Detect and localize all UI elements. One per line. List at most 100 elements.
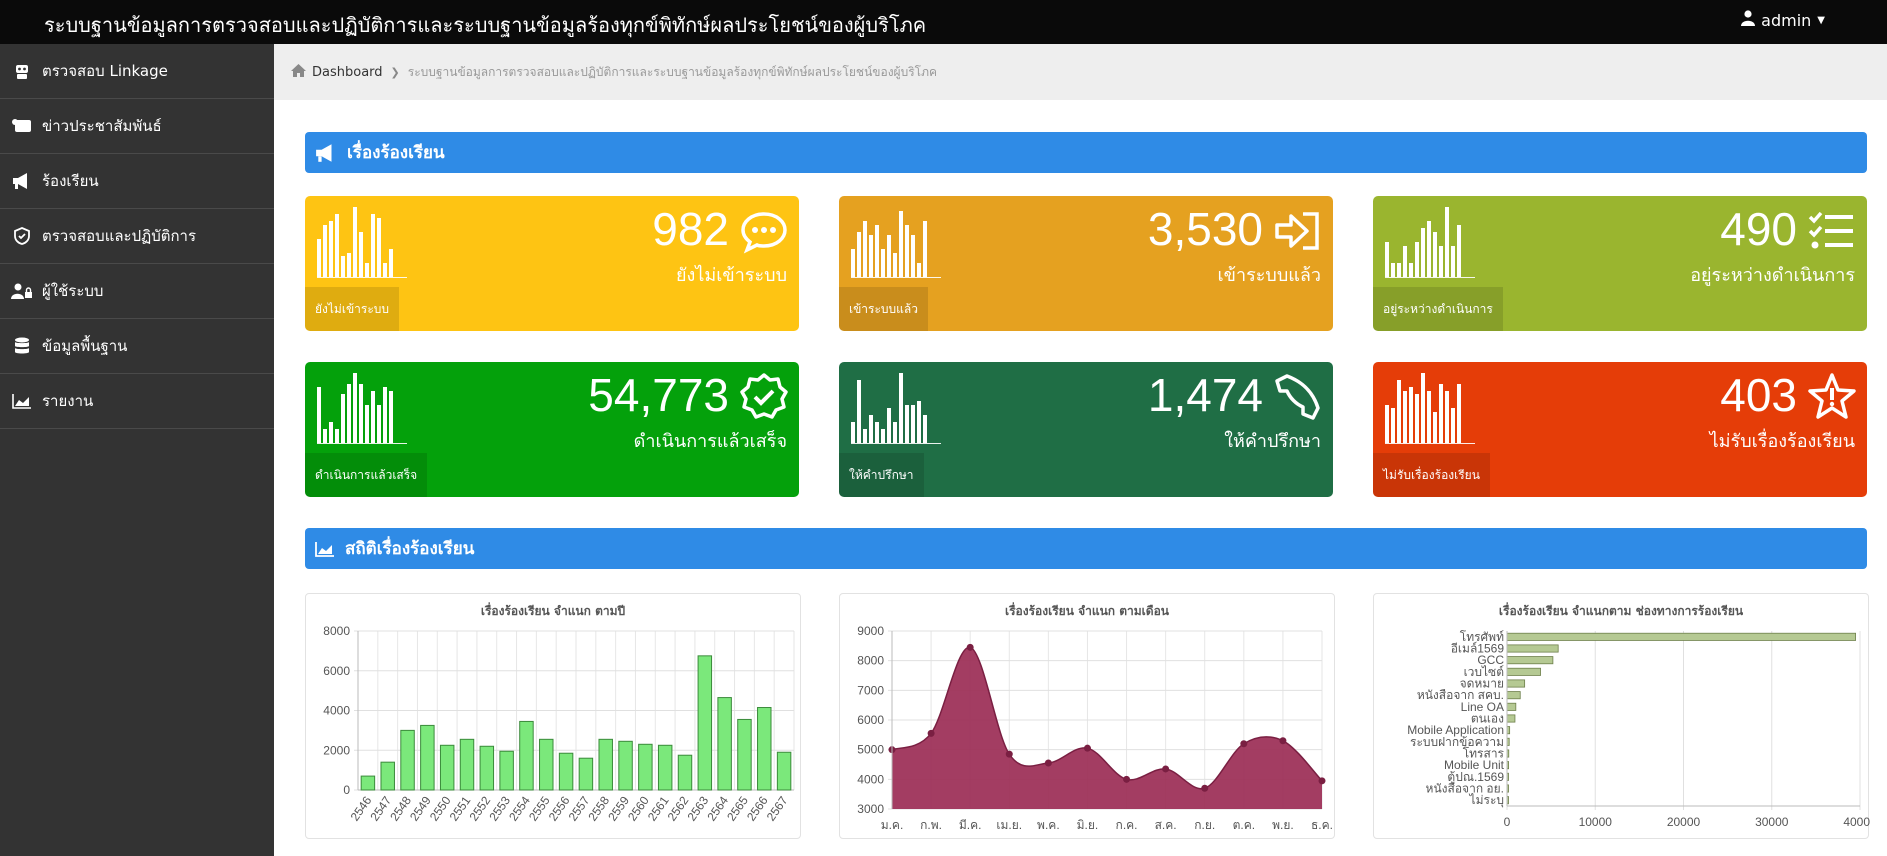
- mini-bar: [1451, 245, 1455, 277]
- mini-bar: [1415, 394, 1419, 443]
- y-tick-label: Line OA: [1461, 700, 1504, 714]
- robot-icon: [10, 62, 34, 80]
- stat-card-entered[interactable]: 3,530 เข้าระบบแล้ว เข้าระบบแล้ว: [839, 196, 1333, 331]
- stat-card-consultation[interactable]: 1,474 ให้คำปรึกษา ให้คำปรึกษา: [839, 362, 1333, 497]
- y-tick-label: 0: [343, 783, 350, 797]
- breadcrumb-home[interactable]: Dashboard: [291, 63, 383, 81]
- monthly-area-chart: 3000 4000 5000 6000 7000 8000 9000 ม.ค. ก.พ. มี.ค…: [857, 624, 1333, 832]
- mini-bar: [323, 224, 327, 277]
- phone-icon: [1273, 372, 1323, 422]
- x-tick-label: 2552: [466, 793, 493, 823]
- bar: [578, 757, 594, 791]
- bar: [439, 744, 455, 791]
- y-tick-label: Mobile Unit: [1444, 758, 1505, 772]
- stat-value: 403: [1720, 369, 1797, 421]
- stat-card-completed[interactable]: 54,773 ดำเนินการแล้วเสร็จ ดำเนินการแล้วเ…: [305, 362, 799, 497]
- data-point: [1201, 784, 1209, 792]
- mini-bar: [857, 231, 861, 277]
- mini-bar: [389, 249, 393, 277]
- sidebar-item-linkage[interactable]: ตรวจสอบ Linkage: [0, 44, 274, 99]
- mini-bar: [1439, 245, 1443, 277]
- mini-bar: [911, 404, 915, 443]
- sidebar-item-complaints[interactable]: ร้องเรียน: [0, 154, 274, 209]
- mini-bar: [317, 387, 321, 443]
- stat-value: 490: [1720, 203, 1797, 255]
- mini-bar: [317, 238, 321, 277]
- area-chart-icon: [10, 392, 34, 410]
- y-tick-label: ระบบฝากข้อความ: [1410, 735, 1504, 749]
- x-tick-label: 2567: [764, 793, 791, 823]
- sidebar-item-reports[interactable]: รายงาน: [0, 374, 274, 429]
- mini-bar: [371, 390, 375, 443]
- badge-check-icon: [739, 372, 789, 422]
- y-tick-label: หนังสือจาก อย.: [1426, 782, 1504, 796]
- bar: [677, 754, 693, 791]
- mini-bar: [869, 235, 873, 277]
- bar: [1506, 691, 1521, 700]
- stat-card-not-entered[interactable]: 982 ยังไม่เข้าระบบ ยังไม่เข้าระบบ: [305, 196, 799, 331]
- bar: [360, 775, 376, 791]
- stat-tag: ให้คำปรึกษา: [839, 453, 924, 497]
- x-tick-label: พ.ค.: [1037, 818, 1060, 832]
- data-point: [1083, 744, 1091, 752]
- x-tick-label: มิ.ย.: [1077, 818, 1099, 832]
- mini-bar: [1385, 242, 1389, 277]
- bar: [598, 738, 613, 791]
- stat-card-in-progress[interactable]: 490 อยู่ระหว่างดำเนินการ อยู่ระหว่างดำเน…: [1373, 196, 1867, 331]
- mini-bar-chart: [1385, 372, 1475, 444]
- mini-bar: [1415, 242, 1419, 277]
- mini-bar-chart: [317, 372, 407, 444]
- y-tick-label: โทรสาร: [1463, 747, 1505, 761]
- sidebar-item-inspection[interactable]: ตรวจสอบและปฏิบัติการ: [0, 209, 274, 264]
- mini-bar: [911, 235, 915, 277]
- chart-title: เรื่องร้องเรียน จำแนกตาม ช่องทางการร้องเ…: [1498, 604, 1744, 618]
- mini-bar: [917, 401, 921, 443]
- sidebar-item-users[interactable]: ผู้ใช้ระบบ: [0, 264, 274, 319]
- data-point: [1005, 750, 1013, 758]
- sidebar: ตรวจสอบ Linkage ข่าวประชาสัมพันธ์ ร้องเร…: [0, 44, 274, 856]
- chart-panel-channel: เรื่องร้องเรียน จำแนกตาม ช่องทางการร้องเ…: [1373, 593, 1870, 839]
- mini-bar: [1445, 390, 1449, 443]
- data-point: [1044, 759, 1052, 767]
- mini-bar: [371, 214, 375, 277]
- x-tick-label: 2560: [625, 793, 652, 823]
- bar: [697, 655, 713, 791]
- mini-bar: [1403, 390, 1407, 443]
- mini-bar: [923, 221, 927, 277]
- sidebar-item-news[interactable]: ข่าวประชาสัมพันธ์: [0, 99, 274, 154]
- mini-bar: [893, 252, 897, 277]
- bar: [657, 744, 673, 791]
- y-tick-label: ตู้ปณ.1569: [1447, 770, 1504, 785]
- mini-bar: [875, 422, 879, 443]
- mini-bar: [323, 429, 327, 443]
- y-tick-label: 8000: [323, 624, 350, 638]
- username: admin: [1761, 10, 1812, 30]
- mini-bar: [851, 249, 855, 277]
- mini-bar: [1427, 390, 1431, 443]
- mini-bar: [917, 263, 921, 277]
- chart-title: เรื่องร้องเรียน จำแนก ตามปี: [480, 604, 626, 618]
- x-tick-label: 2561: [645, 793, 672, 823]
- stat-card-rejected[interactable]: 403 ไม่รับเรื่องร้องเรียน ไม่รับเรื่องร้…: [1373, 362, 1867, 497]
- sidebar-item-label: ร้องเรียน: [42, 172, 99, 190]
- mini-bar: [353, 207, 357, 277]
- section-title: เรื่องร้องเรียน: [347, 143, 445, 163]
- mini-bar: [341, 256, 345, 277]
- mini-bar: [1409, 387, 1413, 443]
- x-tick-label: 2566: [744, 793, 771, 823]
- mini-bar: [1397, 380, 1401, 443]
- area-fill: [892, 647, 1322, 809]
- x-tick-label: 2559: [605, 793, 632, 823]
- sign-in-icon: [1273, 206, 1323, 256]
- mini-bar: [1391, 263, 1395, 277]
- data-point: [966, 643, 974, 651]
- star-exclaim-icon: [1807, 372, 1857, 422]
- y-tick-label: 4000: [857, 772, 884, 786]
- mini-bar: [1409, 263, 1413, 277]
- x-tick-label: 0: [1504, 815, 1511, 829]
- x-tick-label: 2564: [704, 793, 731, 823]
- sidebar-item-label: ข้อมูลพื้นฐาน: [42, 337, 128, 355]
- sidebar-item-master-data[interactable]: ข้อมูลพื้นฐาน: [0, 319, 274, 374]
- user-menu[interactable]: admin ▼: [1741, 10, 1825, 30]
- mini-bar: [383, 387, 387, 443]
